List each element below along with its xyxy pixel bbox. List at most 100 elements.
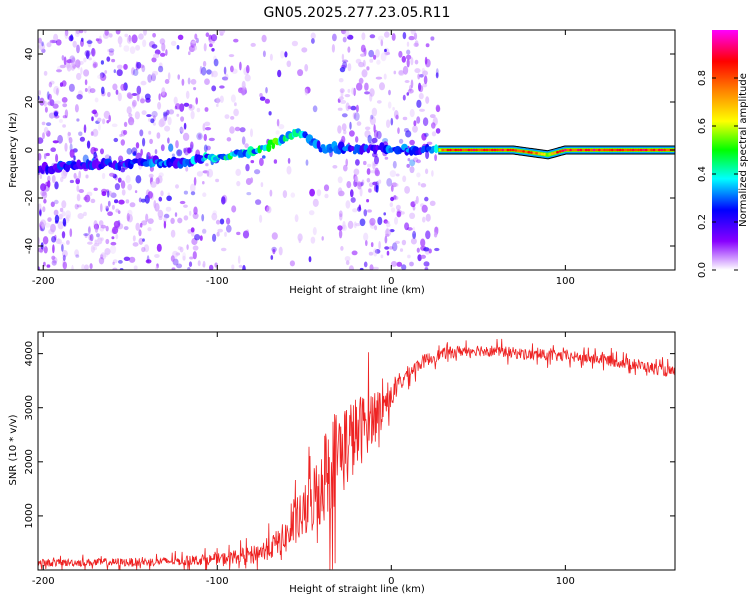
spectrogram-noise-blob (424, 196, 429, 202)
spectrogram-noise-blob (107, 190, 110, 198)
spectrogram-noise-blob (152, 33, 157, 38)
spectrogram-noise-blob (210, 34, 218, 42)
spectrogram-noise-blob (235, 168, 241, 176)
spectrogram-noise-blob (312, 227, 317, 236)
spectrogram-noise-blob (378, 241, 381, 250)
spectrogram-noise-blob (100, 252, 107, 260)
spectrogram-noise-blob (226, 217, 231, 225)
spectrogram-noise-blob (394, 216, 398, 225)
spectrogram-band-core (511, 148, 515, 152)
spectrogram-noise-blob (83, 69, 90, 77)
spectrogram-noise-blob (189, 256, 194, 260)
spectrogram-noise-blob (365, 126, 371, 131)
spectrogram-noise-blob (354, 175, 359, 183)
spectrogram-band-core (650, 148, 653, 152)
spectrogram-noise-blob (76, 118, 80, 122)
spectrogram-noise-blob (96, 233, 100, 238)
spectrogram-noise-blob (38, 247, 44, 253)
spectrogram-noise-blob (148, 130, 152, 135)
spectrogram-noise-blob (111, 236, 115, 240)
spectrogram-noise-blob (202, 60, 207, 67)
spectrogram-noise-blob (216, 103, 219, 107)
spectrogram-noise-blob (159, 117, 166, 127)
spectrogram-band-core (472, 148, 476, 152)
spectrogram-noise-blob (117, 36, 123, 45)
spectrogram-band-core (514, 149, 518, 152)
spectrogram-noise-blob (73, 172, 77, 179)
spectrogram-noise-blob (129, 202, 136, 208)
spectrogram-noise-blob (135, 44, 141, 51)
spectrogram-noise-blob (168, 143, 174, 152)
spectrogram-noise-blob (241, 87, 246, 96)
spectrogram-band-core (579, 148, 583, 152)
spectrogram-noise-blob (396, 211, 402, 218)
spectrogram-noise-blob (418, 92, 424, 100)
spectrogram-noise-blob (88, 234, 92, 241)
spectrogram-noise-blob (43, 100, 47, 107)
spectrogram-noise-blob (53, 33, 59, 42)
spectrogram-noise-blob (217, 228, 223, 233)
spectrogram-noise-blob (304, 88, 308, 96)
spectrogram-noise-blob (99, 72, 105, 78)
spectrogram-noise-blob (377, 35, 384, 41)
spectrogram-noise-blob (245, 163, 250, 172)
spectrogram-noise-blob (68, 137, 73, 144)
spectrogram-noise-blob (64, 109, 69, 119)
spectrogram-noise-blob (55, 238, 62, 244)
spectrogram-noise-blob (159, 38, 166, 45)
spectrogram-marks (38, 30, 675, 270)
snr-x-tick-label: 0 (388, 576, 394, 587)
spectrogram-noise-blob (341, 30, 347, 35)
spectrogram-noise-blob (271, 232, 278, 240)
spectrogram-noise-blob (260, 182, 264, 188)
spectrogram-noise-blob (163, 213, 170, 219)
spectrogram-noise-blob (193, 206, 198, 215)
spectrogram-noise-blob (352, 112, 357, 120)
spectrogram-noise-blob (107, 91, 111, 98)
spectrogram-noise-blob (369, 217, 376, 226)
spectrogram-noise-blob (91, 110, 97, 114)
spectrogram-band-core (613, 148, 617, 152)
spectrogram-noise-blob (188, 104, 195, 111)
spectrogram-y-tick-label: -20 (24, 190, 35, 206)
spectrogram-noise-blob (113, 69, 117, 74)
spectrogram-noise-blob (262, 155, 266, 159)
spectrogram-noise-blob (268, 111, 272, 116)
spectrogram-noise-blob (181, 78, 185, 86)
spectrogram-noise-blob (47, 180, 51, 188)
spectrogram-noise-blob (46, 91, 50, 100)
spectrogram-noise-blob (409, 166, 415, 174)
spectrogram-noise-blob (386, 119, 391, 128)
spectrogram-noise-blob (384, 246, 390, 250)
spectrogram-noise-blob (147, 227, 152, 232)
spectrogram-noise-blob (52, 140, 59, 144)
spectrogram-noise-blob (390, 261, 398, 267)
spectrogram-noise-blob (212, 233, 217, 242)
spectrogram-noise-blob (395, 204, 401, 211)
spectrogram-band-core (631, 148, 635, 152)
spectrogram-noise-blob (47, 217, 52, 223)
spectrogram-noise-blob (125, 175, 131, 184)
spectrogram-noise-blob (286, 165, 292, 175)
spectrogram-noise-blob (367, 134, 372, 144)
spectrogram-noise-blob (406, 92, 410, 96)
spectrogram-noise-blob (102, 118, 106, 125)
spectrogram-noise-blob (73, 155, 76, 161)
spectrogram-noise-blob (358, 77, 364, 84)
spectrogram-noise-blob (305, 159, 309, 166)
spectrogram-noise-blob (136, 93, 140, 102)
spectrogram-noise-blob (418, 82, 422, 92)
spectrogram-noise-blob (177, 149, 181, 156)
spectrogram-noise-blob (234, 102, 237, 107)
spectrogram-noise-blob (233, 108, 239, 117)
spectrogram-noise-blob (284, 51, 288, 58)
spectrogram-noise-blob (76, 44, 80, 54)
spectrogram-noise-blob (324, 193, 329, 199)
spectrogram-noise-blob (51, 260, 57, 266)
spectrogram-noise-blob (43, 126, 49, 135)
spectrogram-noise-blob (183, 122, 187, 130)
spectrogram-band-core (485, 148, 489, 152)
spectrogram-noise-blob (49, 39, 56, 44)
spectrogram-noise-blob (67, 131, 71, 141)
spectrogram-noise-blob (76, 94, 83, 100)
